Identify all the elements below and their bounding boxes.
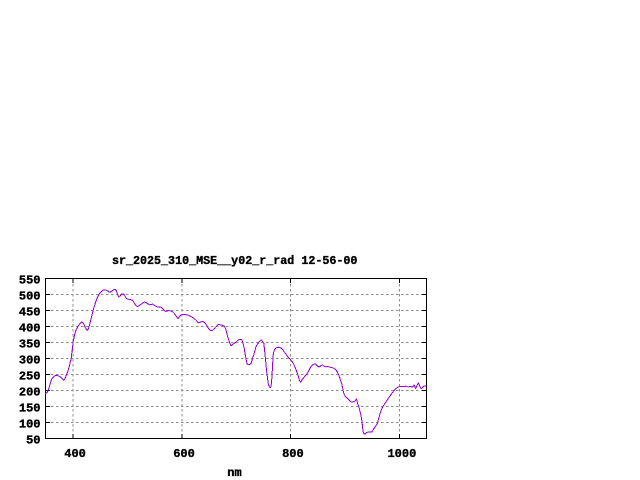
svg-text:400: 400 (64, 447, 86, 461)
svg-text:nm: nm (227, 466, 241, 480)
svg-text:100: 100 (19, 418, 41, 432)
svg-text:500: 500 (19, 290, 41, 304)
svg-text:450: 450 (19, 306, 41, 320)
svg-text:400: 400 (19, 322, 41, 336)
svg-text:550: 550 (19, 274, 41, 288)
svg-text:50: 50 (26, 434, 40, 448)
svg-text:sr_2025_310_MSE__y02_r_rad 12-: sr_2025_310_MSE__y02_r_rad 12-56-00 (112, 254, 357, 268)
svg-text:250: 250 (19, 370, 41, 384)
svg-text:800: 800 (282, 447, 304, 461)
svg-text:200: 200 (19, 386, 41, 400)
svg-text:350: 350 (19, 338, 41, 352)
svg-text:1000: 1000 (387, 447, 416, 461)
svg-text:300: 300 (19, 354, 41, 368)
svg-text:600: 600 (173, 447, 195, 461)
svg-text:150: 150 (19, 402, 41, 416)
